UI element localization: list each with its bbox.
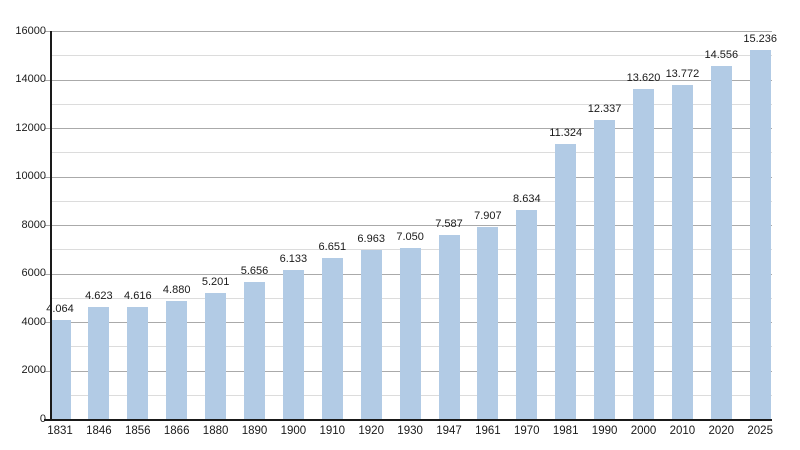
- bar: [438, 235, 460, 419]
- x-tick-label: 1890: [241, 425, 268, 437]
- y-tick-label: 12000: [15, 121, 46, 134]
- bar-value-label: 5.656: [240, 264, 269, 277]
- bar-value-label: 4.880: [162, 283, 191, 296]
- bar-value-label: 6.133: [279, 253, 308, 266]
- gridline-minor: [50, 152, 772, 154]
- y-axis: [50, 31, 52, 420]
- x-tick-label: 1846: [86, 425, 112, 437]
- plot-area: 4.064 1831 4.623 1846 4.616 1856 4.880 1866 5.20…: [44, 31, 777, 437]
- bar: [244, 281, 265, 419]
- y-tick-label: 4000: [21, 315, 46, 328]
- y-tick-label: 2000: [21, 364, 46, 376]
- x-tick-label: 1900: [280, 425, 307, 437]
- gridline-minor: [50, 200, 772, 202]
- bar: [749, 49, 771, 419]
- bar: [594, 119, 616, 419]
- x-tick-label: 2020: [708, 425, 735, 437]
- bar-value-label: 7.587: [435, 218, 463, 230]
- bar-value-label: 7.050: [396, 231, 424, 243]
- bar-value-label: 6.651: [318, 240, 347, 253]
- gridline-major: [45, 176, 772, 178]
- x-tick-label: 1947: [436, 425, 462, 437]
- y-tick-label: 10000: [15, 170, 46, 182]
- x-tick-label: 1990: [591, 425, 618, 437]
- y-tick-label: 8000: [21, 218, 46, 231]
- bar-value-label: 7.907: [474, 210, 502, 223]
- x-tick-label: 2010: [669, 425, 696, 437]
- bar: [282, 270, 304, 419]
- bar: [710, 66, 732, 419]
- x-tick-label: 1880: [202, 425, 229, 437]
- bar-value-label: 13.772: [665, 68, 700, 80]
- bar: [166, 300, 188, 419]
- x-tick-label: 1831: [47, 425, 73, 437]
- x-tick-label: 2025: [747, 425, 773, 437]
- bar-value-label: 14.556: [704, 49, 739, 61]
- bar-value-label: 11.324: [549, 127, 583, 140]
- gridline-minor: [50, 55, 772, 57]
- gridline-major: [45, 31, 772, 32]
- bar: [555, 144, 577, 419]
- bar: [360, 250, 382, 419]
- bar-value-label: 4.616: [124, 290, 152, 303]
- bar: [477, 227, 499, 419]
- bar: [205, 292, 227, 419]
- bar-value-label: 12.337: [587, 102, 622, 115]
- gridline-major: [45, 79, 772, 81]
- bar: [671, 85, 693, 419]
- bar-value-label: 4.064: [46, 303, 74, 316]
- x-tick-label: 2000: [630, 425, 657, 437]
- bar-value-label: 5.201: [201, 275, 230, 288]
- bar: [321, 257, 343, 419]
- bar: [88, 306, 110, 419]
- x-tick-label: 1961: [475, 425, 501, 437]
- bar-value-label: 13.620: [626, 71, 661, 84]
- x-tick-label: 1981: [552, 425, 579, 437]
- bar: [49, 320, 71, 419]
- x-tick-label: 1910: [319, 425, 346, 437]
- x-axis: [44, 419, 772, 421]
- gridline-major: [45, 225, 772, 226]
- y-tick-label: 16000: [15, 24, 46, 37]
- x-tick-label: 1920: [358, 425, 384, 437]
- bar: [516, 209, 538, 419]
- bar: [399, 248, 421, 419]
- bar: [633, 88, 654, 419]
- y-tick-label: 14000: [15, 73, 46, 85]
- x-tick-label: 1866: [163, 425, 190, 437]
- x-tick-label: 1930: [397, 425, 423, 437]
- x-tick-label: 1856: [125, 425, 151, 437]
- bar: [127, 307, 149, 419]
- gridline-minor: [50, 103, 772, 105]
- y-tick-label: 0: [39, 412, 46, 425]
- y-tick-label: 6000: [21, 267, 46, 279]
- bar-value-label: 4.623: [85, 289, 113, 302]
- bar-value-label: 6.963: [357, 233, 385, 246]
- gridline-major: [45, 128, 772, 129]
- bar-value-label: 8.634: [513, 192, 541, 205]
- x-tick-label: 1970: [514, 425, 540, 437]
- bar-value-label: 15.236: [743, 32, 778, 45]
